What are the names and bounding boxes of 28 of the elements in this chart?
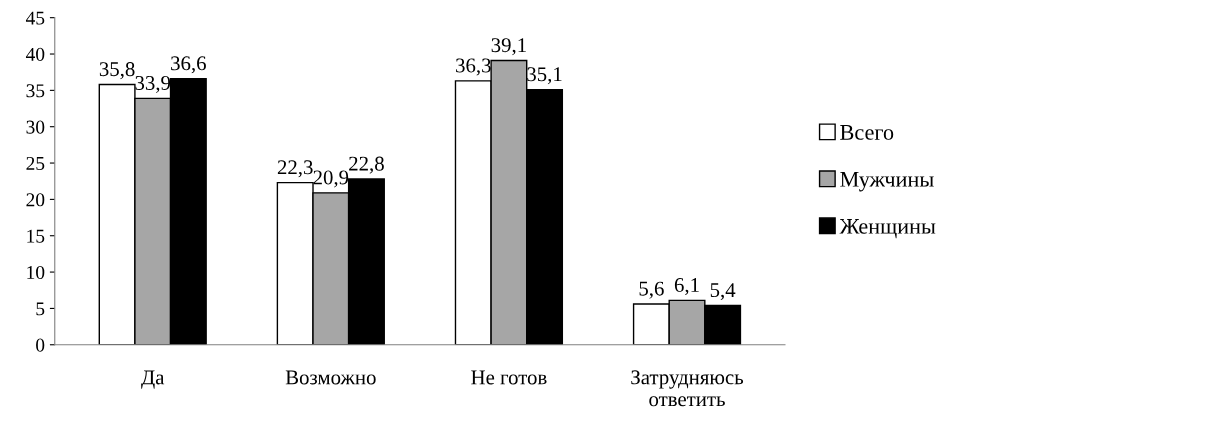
y-tick-label: 10 (27, 265, 45, 280)
y-tick-label: 30 (26, 120, 45, 134)
y-tick-label: 20 (26, 193, 45, 207)
y-tick-label: 5 (36, 302, 45, 316)
data-label: 22,8 (349, 156, 384, 174)
legend-label: Всего (840, 125, 894, 140)
legend-label: Женщины (839, 219, 936, 239)
data-label: 36,6 (171, 56, 206, 74)
data-label: 20,9 (313, 170, 349, 188)
data-label: 22,3 (277, 160, 313, 178)
data-label: 5,4 (710, 283, 736, 301)
x-tick-label: Затрудняюсь ответить (631, 370, 744, 407)
y-tick-label: 25 (26, 156, 45, 170)
y-tick-label: 40 (25, 47, 45, 61)
data-label: 33,9 (135, 75, 171, 93)
y-tick-label: 15 (27, 229, 45, 243)
legend-label: Мужчины (840, 172, 934, 192)
x-tick-label: Да (141, 370, 165, 389)
y-tick-label: 0 (36, 338, 45, 352)
data-label: 35,8 (99, 62, 135, 80)
y-tick-label: 35 (26, 84, 45, 98)
data-label: 39,1 (491, 38, 526, 56)
x-tick-label: Не готов (471, 370, 547, 385)
data-label: 35,1 (527, 67, 562, 85)
data-label: 5,6 (639, 281, 664, 299)
data-label: 6,1 (674, 278, 699, 296)
x-tick-label: Возможно (285, 370, 376, 385)
y-tick-label: 45 (25, 11, 45, 25)
